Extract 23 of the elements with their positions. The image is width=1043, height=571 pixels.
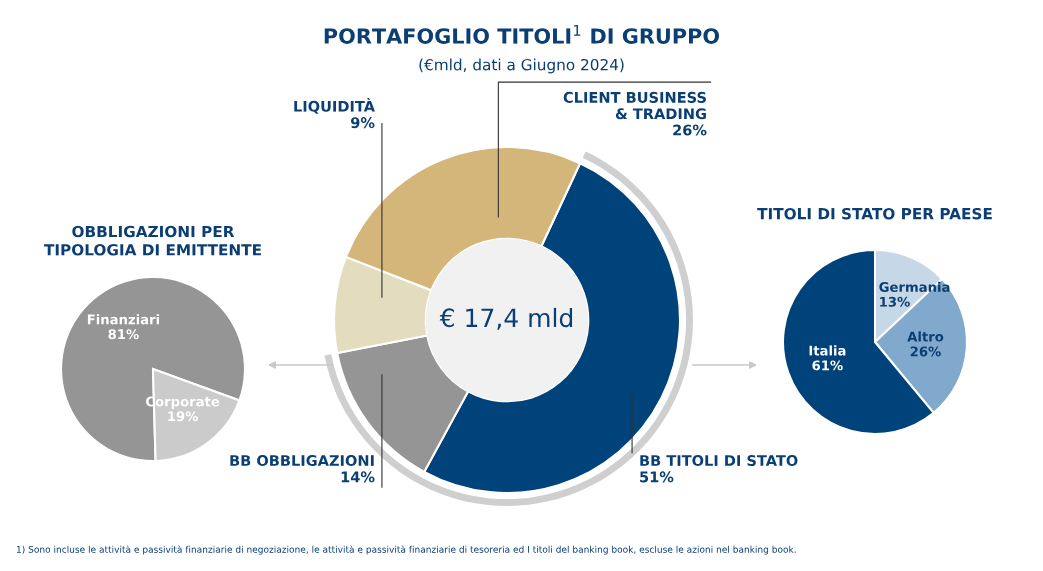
text: € 17,4 mld	[439, 307, 573, 330]
slice-label: Corporate	[146, 396, 220, 410]
text: 1) Sono incluse le attività e passività finanziarie di negoziazione, le attività e passività finanziarie di tesoreria ed I titoli del banking book, escluse le azioni nel banking book.	[16, 545, 796, 555]
slice-label: BB TITOLI DI STATO	[640, 455, 798, 467]
slice-label: CLIENT BUSINESS & TRADING	[563, 91, 706, 120]
data-label: 13%	[880, 296, 910, 307]
data-label: 61%	[812, 360, 843, 371]
data-label: 14%	[341, 471, 375, 483]
data-label: 9%	[350, 117, 375, 129]
data-label: 81%	[108, 329, 139, 340]
chart-title: PORTAFOGLIO TITOLI$^{1}$ DI GRUPPO	[324, 25, 720, 44]
chart-title: TITOLI DI STATO PER PAESE	[757, 207, 992, 220]
data-label: 26%	[910, 346, 941, 357]
slice-label: BB OBBLIGAZIONI	[230, 455, 374, 467]
slice-label: Italia	[809, 345, 846, 356]
data-label: 26%	[673, 124, 707, 136]
data-label: 51%	[640, 471, 674, 483]
slice-label: Germania	[879, 281, 950, 292]
slice-label: Finanziari	[87, 314, 159, 325]
chart-subtitle: (€mld, dati a Giugno 2024)	[419, 58, 624, 74]
slice-label: Altro	[907, 331, 944, 342]
chart-title: OBBLIGAZIONI PER TIPOLOGIA DI EMITTENTE	[44, 225, 261, 256]
slice-label: LIQUIDITÀ	[294, 98, 375, 114]
